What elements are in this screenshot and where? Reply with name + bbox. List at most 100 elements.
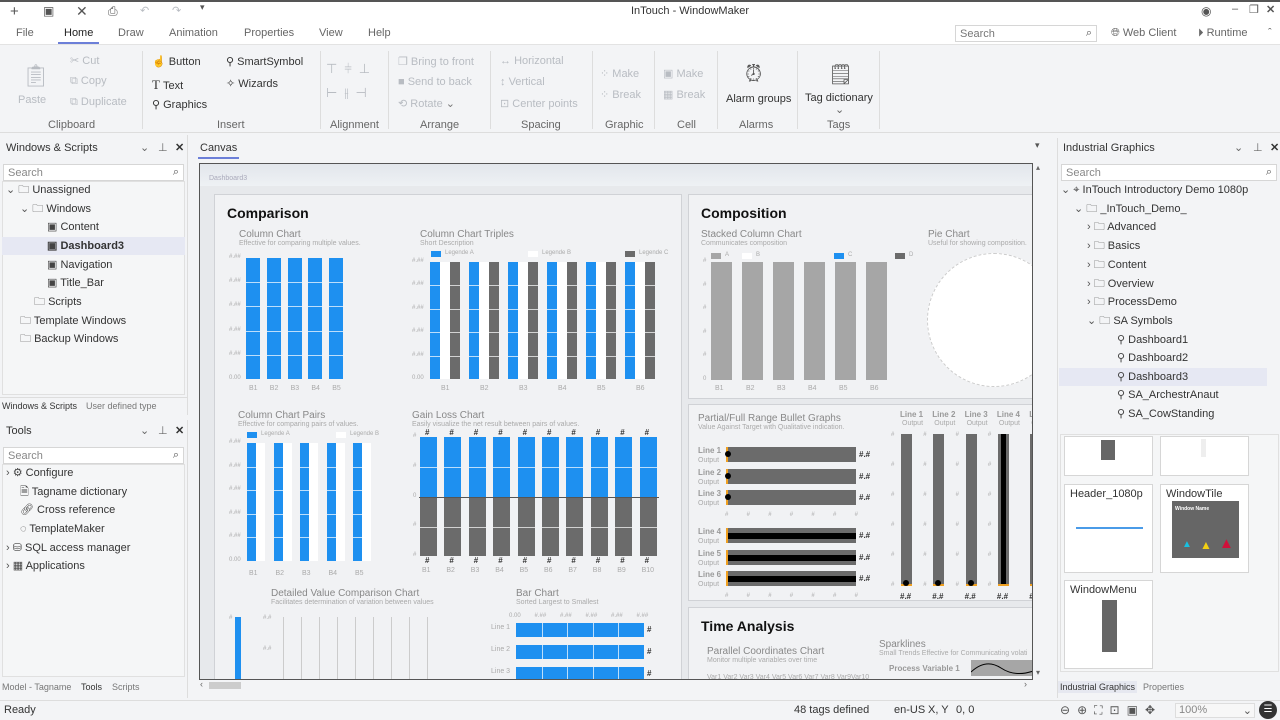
dropdown-icon[interactable]: ⌄ (140, 142, 150, 154)
thumbnail[interactable] (1160, 436, 1249, 476)
scroll-down-icon[interactable]: ▾ (1036, 668, 1041, 677)
close-icon[interactable]: ✕ (76, 3, 88, 19)
tree-item[interactable]: ▣ Dashboard3 (2, 237, 185, 255)
tab-tools[interactable]: Tools (81, 682, 103, 692)
pin-icon[interactable]: ⊥ (158, 142, 168, 154)
graphics-tool[interactable]: ⚲ Graphics (152, 98, 207, 111)
tree-item[interactable]: › 🗀︎ Overview (1059, 275, 1267, 293)
graphics-search-input[interactable]: Search ⌕ (1061, 164, 1277, 181)
alarm-groups-button[interactable]: Alarm groups (726, 93, 792, 105)
tree-item[interactable]: ▣ Navigation (2, 256, 185, 274)
tree-item[interactable]: ⌄ 🗀︎ Windows (2, 200, 185, 218)
minimize-icon[interactable]: – (1232, 3, 1239, 15)
cell-break-button[interactable]: ▦ Break (663, 89, 706, 101)
chevron-right-icon[interactable]: › (1087, 296, 1094, 308)
scroll-thumb[interactable] (209, 682, 241, 689)
tab-scripts[interactable]: Scripts (112, 682, 140, 692)
customize-icon[interactable]: ▾ (200, 2, 205, 12)
tree-item[interactable]: ⌄ ⌖ InTouch Introductory Demo 1080p (1059, 181, 1267, 199)
tree-item[interactable]: ⚲ SA_ArchestrAnaut (1059, 386, 1267, 404)
canvas-menu-icon[interactable]: ▾ (1035, 140, 1040, 150)
chevron-right-icon[interactable]: › (1087, 240, 1094, 252)
chevron-right-icon[interactable]: › (1087, 259, 1094, 271)
scroll-up-icon[interactable]: ▴ (1036, 163, 1041, 172)
tree-item[interactable]: ⌄ 🗀︎ _InTouch_Demo_ (1059, 200, 1267, 218)
tab-industrial-graphics[interactable]: Industrial Graphics (1058, 681, 1138, 693)
smartsymbol-tool[interactable]: ⚲ SmartSymbol (226, 55, 303, 68)
chevron-down-icon[interactable]: ⌄ (1087, 315, 1100, 327)
bring-to-front-button[interactable]: ❐ Bring to front (398, 56, 474, 68)
account-icon[interactable]: ◉ (1201, 4, 1212, 18)
button-tool[interactable]: ☝ Button (152, 55, 201, 68)
fit-icon[interactable]: ⛶ (1094, 703, 1110, 717)
tree-item[interactable]: 🗀︎ Scripts (2, 293, 185, 311)
tree-item[interactable]: 🔗︎ Cross reference (2, 501, 185, 519)
zoom-level-select[interactable]: 100% ⌄ (1175, 703, 1255, 718)
tab-draw[interactable]: Draw (118, 27, 144, 39)
center-points-button[interactable]: ⊡ Center points (500, 98, 578, 110)
copy-button[interactable]: ⧉ Copy (70, 75, 107, 87)
print-icon[interactable]: ⎙ (108, 4, 118, 18)
pin-icon[interactable]: ⊥ (1253, 142, 1263, 154)
close-panel-icon[interactable]: ✕ (1270, 142, 1280, 154)
pan-icon[interactable]: ✥ (1144, 703, 1162, 717)
chevron-down-icon[interactable]: ⌄ (6, 184, 19, 196)
chevron-right-icon[interactable]: › (6, 542, 13, 554)
close-window-icon[interactable]: ✕ (1266, 4, 1276, 16)
tree-item[interactable]: › ⛁ SQL access manager (2, 539, 185, 557)
tree-item[interactable]: ⌄ 🗀︎ Unassigned (2, 181, 185, 199)
windows-search-input[interactable]: Search ⌕ (3, 164, 184, 181)
tree-item[interactable]: ⌄ 🗀︎ SA Symbols (1059, 312, 1267, 330)
thumbnail[interactable] (1064, 436, 1153, 476)
tree-item[interactable]: ⚲ Dashboard3 (1059, 368, 1267, 386)
thumbnail-windowmenu[interactable]: WindowMenu (1064, 580, 1153, 669)
close-panel-icon[interactable]: ✕ (175, 142, 185, 154)
chevron-down-icon[interactable]: ⌄ (1074, 203, 1087, 215)
align-left-icons[interactable]: ⊢⫲⊣ (326, 85, 374, 100)
assistant-icon[interactable]: ☰ (1259, 701, 1277, 719)
undo-icon[interactable]: ↶ (140, 5, 150, 17)
dropdown-icon[interactable]: ⌄ (1234, 142, 1244, 154)
tree-item[interactable]: › ⚙ Configure (2, 464, 185, 482)
tab-model-tagname[interactable]: Model - Tagname (2, 682, 72, 692)
send-to-back-button[interactable]: ■ Send to back (398, 76, 472, 88)
chevron-right-icon[interactable]: › (1087, 221, 1094, 233)
tab-canvas[interactable]: Canvas (198, 142, 240, 159)
tag-dictionary-button[interactable]: Tag dictionary (805, 92, 873, 104)
tab-animation[interactable]: Animation (169, 27, 218, 39)
tree-item[interactable]: › 🗀︎ Content (1059, 256, 1267, 274)
paste-button[interactable]: Paste (18, 94, 47, 106)
scroll-left-icon[interactable]: ‹ (200, 679, 203, 689)
zoom-selection-icon[interactable]: ⊡ (1109, 703, 1127, 717)
tab-home[interactable]: Home (58, 27, 100, 44)
tree-item[interactable]: ⚲ Dashboard1 (1059, 331, 1267, 349)
vertical-spacing-button[interactable]: ↕ Vertical (500, 76, 545, 88)
tree-item[interactable]: ⚲ SA_CowStanding (1059, 405, 1267, 423)
tab-help[interactable]: Help (368, 27, 391, 39)
cell-make-button[interactable]: ▣ Make (663, 68, 704, 80)
chevron-right-icon[interactable]: › (6, 560, 13, 572)
scroll-right-icon[interactable]: › (1024, 679, 1027, 689)
close-panel-icon[interactable]: ✕ (175, 425, 185, 437)
canvas[interactable]: Dashboard3 Comparison Composition Time Ana… (199, 163, 1033, 680)
tree-item[interactable]: 🗀︎ Template Windows (2, 312, 185, 330)
runtime-button[interactable]: ⏵ Runtime (1198, 27, 1248, 40)
tab-view[interactable]: View (319, 27, 343, 39)
tree-item[interactable]: ◌ TemplateMaker (2, 520, 185, 538)
ribbon-search-input[interactable]: Search ⌕ (955, 25, 1097, 42)
tab-user-defined-type[interactable]: User defined type (86, 401, 157, 411)
zoom-in-icon[interactable]: ⊕ (1077, 703, 1095, 717)
duplicate-button[interactable]: ⧉ Duplicate (70, 96, 127, 108)
tree-item[interactable]: 🗀︎ Backup Windows (2, 330, 185, 348)
chevron-right-icon[interactable]: › (6, 467, 13, 479)
thumbnail-header-1080p[interactable]: Header_1080p (1064, 484, 1153, 573)
horizontal-scrollbar[interactable]: ‹ › (199, 679, 1033, 691)
rotate-button[interactable]: ⟲ Rotate ⌄ (398, 98, 455, 110)
dropdown-icon[interactable]: ⌄ (140, 425, 150, 437)
graphic-make-button[interactable]: ⁘ Make (600, 68, 640, 80)
web-client-button[interactable]: 🌐︎ Web Client (1111, 27, 1176, 40)
tab-file[interactable]: File (16, 27, 34, 39)
cut-button[interactable]: ✂ Cut (70, 55, 100, 67)
chevron-down-icon[interactable]: ⌄ (835, 104, 845, 116)
tree-item[interactable]: ⚲ Dashboard2 (1059, 349, 1267, 367)
